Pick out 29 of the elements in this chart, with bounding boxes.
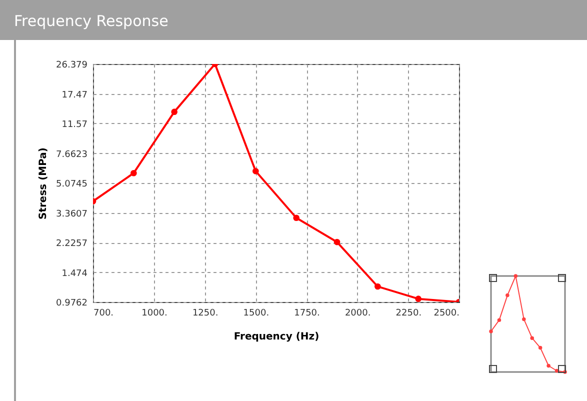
line-series	[93, 64, 459, 302]
point	[530, 336, 534, 340]
x-tick-label: 1250.	[192, 308, 218, 318]
chart-title: Frequency Response	[0, 0, 587, 40]
point	[497, 318, 502, 322]
x-tick-label: 2500.	[434, 308, 460, 318]
point	[546, 364, 550, 368]
y-tick-label: 3.3607	[56, 209, 88, 220]
x-tick-label: 1500.	[243, 308, 270, 318]
x-tick-label: 1750.	[294, 308, 320, 318]
x-tick-label: 1000.	[142, 308, 168, 318]
y-tick-label: 5.0745	[56, 180, 88, 190]
point	[489, 330, 493, 334]
x-tick-label: 700.	[94, 308, 114, 318]
point	[514, 274, 518, 278]
y-axis-title: Stress (MPa)	[38, 148, 50, 220]
point	[538, 346, 542, 350]
y-tick-label: 26.379	[56, 60, 88, 70]
y-tick-label: 1.474	[62, 268, 88, 279]
y-tick-label: 7.6623	[56, 150, 88, 160]
y-tick-label: 2.2257	[56, 239, 88, 249]
point	[506, 293, 510, 298]
x-tick-label: 2000.	[344, 308, 371, 318]
y-tick-label: 0.9762	[56, 298, 88, 308]
point	[522, 317, 526, 322]
x-axis-title: Frequency (Hz)	[234, 332, 320, 342]
y-tick-label: 17.47	[62, 90, 88, 100]
y-tick-label: 11.57	[62, 120, 88, 130]
x-tick-label: 2250.	[396, 308, 422, 318]
